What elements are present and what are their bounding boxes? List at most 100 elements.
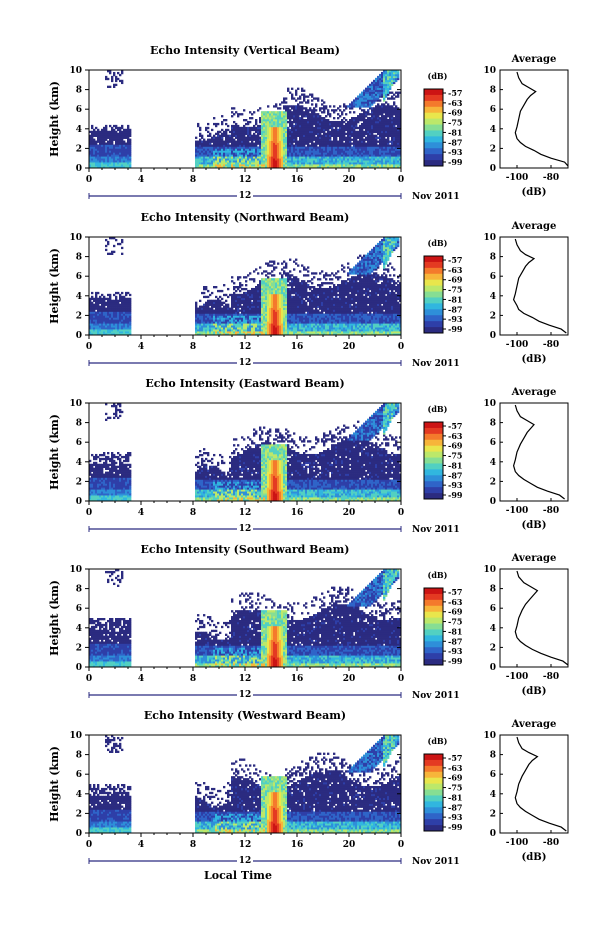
heatmap-cell <box>121 329 124 332</box>
heatmap-cell <box>281 329 284 332</box>
heatmap-cell <box>119 73 122 77</box>
heatmap-cell <box>269 158 272 161</box>
heatmap-cell <box>217 305 220 308</box>
heatmap-cell <box>339 148 342 151</box>
heatmap-cell <box>367 144 370 147</box>
heatmap-cell <box>207 299 210 303</box>
heatmap-cell <box>217 311 220 314</box>
heatmap-cell <box>381 103 384 106</box>
heatmap-cell <box>201 311 204 314</box>
heatmap-cell <box>247 122 250 126</box>
heatmap-cell <box>205 166 208 169</box>
heatmap-cell <box>233 134 236 137</box>
heatmap-cell <box>271 164 274 167</box>
heatmap-cell <box>95 164 98 167</box>
heatmap-cell <box>225 317 228 320</box>
heatmap-cell <box>379 73 382 77</box>
heatmap-cell <box>211 128 214 132</box>
heatmap-cell <box>373 124 376 128</box>
heatmap-cell <box>293 107 296 110</box>
heatmap-cell <box>363 164 366 167</box>
heatmap-cell <box>115 152 118 155</box>
heatmap-cell <box>295 152 298 155</box>
heatmap-cell <box>199 164 202 167</box>
heatmap-cell <box>255 307 258 310</box>
heatmap-cell <box>223 311 226 314</box>
heatmap-cell <box>255 150 258 153</box>
heatmap-cell <box>105 319 108 322</box>
heatmap-cell <box>307 113 310 116</box>
heatmap-cell <box>217 299 220 303</box>
heatmap-cell <box>303 89 306 92</box>
heatmap-cell <box>209 152 212 155</box>
heatmap-cell <box>277 286 280 289</box>
heatmap-cell <box>129 311 132 314</box>
colorbar-frame <box>423 88 444 167</box>
heatmap-cell <box>211 154 214 157</box>
heatmap-cell <box>265 319 268 322</box>
heatmap-cell <box>269 315 272 318</box>
heatmap-cell <box>319 115 322 118</box>
heatmap-cell <box>289 154 292 157</box>
heatmap-cell <box>111 75 114 79</box>
heatmap-cell <box>273 282 276 285</box>
heatmap-cell <box>389 162 392 165</box>
heatmap-cell <box>91 138 94 141</box>
heatmap-cell <box>247 162 250 165</box>
heatmap-cell <box>247 329 250 332</box>
heatmap-cell <box>115 154 118 157</box>
heatmap-cell <box>267 301 270 304</box>
heatmap-cell <box>273 327 276 330</box>
heatmap-cell <box>349 124 352 128</box>
heatmap-cell <box>123 333 126 336</box>
heatmap-cell <box>325 119 328 122</box>
heatmap-cell <box>311 144 314 147</box>
heatmap-cell <box>265 120 268 124</box>
heatmap-cell <box>225 130 228 134</box>
heatmap-cell <box>395 152 398 155</box>
heatmap-cell <box>367 148 370 151</box>
heatmap-cell <box>389 152 392 155</box>
heatmap-cell <box>393 140 396 143</box>
heatmap-cell <box>271 142 274 145</box>
heatmap-cell <box>273 323 276 326</box>
heatmap-cell <box>115 134 118 137</box>
heatmap-cell <box>115 301 118 304</box>
heatmap-cell <box>311 95 314 98</box>
heatmap-cell <box>223 307 226 310</box>
heatmap-cell <box>375 91 378 94</box>
heatmap-cell <box>101 297 104 301</box>
heatmap-cell <box>279 126 282 130</box>
heatmap-cell <box>383 70 386 73</box>
heatmap-cell <box>115 124 118 128</box>
heatmap-cell <box>247 158 250 161</box>
heatmap-cell <box>129 305 132 308</box>
heatmap-cell <box>91 152 94 155</box>
heatmap-cell <box>125 166 128 169</box>
heatmap-cell <box>105 150 108 153</box>
heatmap-cell <box>265 321 268 324</box>
heatmap-cell <box>391 124 394 128</box>
heatmap-cell <box>273 317 276 320</box>
heatmap-cell <box>319 150 322 153</box>
heatmap-cell <box>107 140 110 143</box>
heatmap-cell <box>117 146 120 149</box>
heatmap-cell <box>253 136 256 139</box>
heatmap-cell <box>265 274 268 277</box>
heatmap-cell <box>333 124 336 128</box>
heatmap-cell <box>341 158 344 161</box>
heatmap-cell <box>279 154 282 157</box>
heatmap-cell <box>263 160 266 163</box>
heatmap-cell <box>391 105 394 108</box>
heatmap-cell <box>265 154 268 157</box>
heatmap-cell <box>235 156 238 159</box>
heatmap-cell <box>301 107 304 110</box>
heatmap-cell <box>267 303 270 306</box>
heatmap-cell <box>261 287 264 291</box>
heatmap-cell <box>111 237 114 240</box>
heatmap-cell <box>273 111 276 114</box>
heatmap-cell <box>97 138 100 141</box>
heatmap-cell <box>263 138 266 141</box>
heatmap-cell <box>277 295 280 299</box>
heatmap-cell <box>351 162 354 165</box>
